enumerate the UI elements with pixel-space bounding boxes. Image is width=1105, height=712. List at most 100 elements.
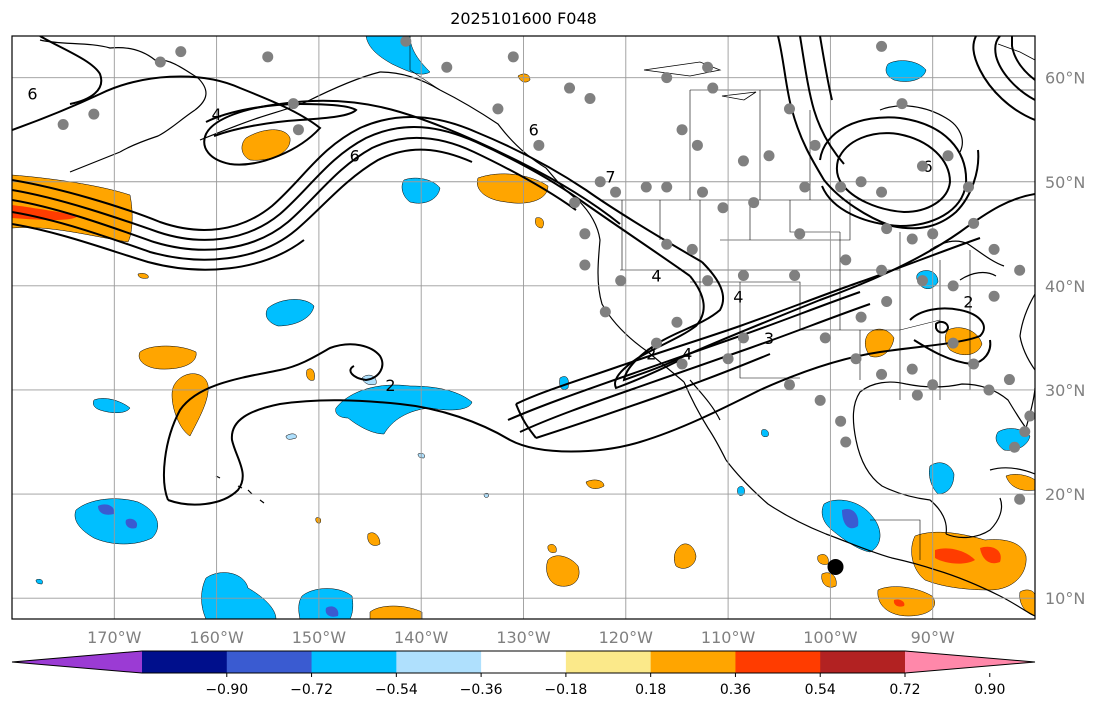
station-point xyxy=(697,186,709,198)
latitude-labels: 60°N 50°N 40°N 30°N 20°N 10°N xyxy=(1045,69,1085,609)
station-point xyxy=(594,176,606,188)
station-point xyxy=(809,139,821,151)
station-point xyxy=(57,118,69,130)
station-point xyxy=(702,275,714,287)
station-point xyxy=(564,82,576,94)
station-point xyxy=(927,379,939,391)
station-point xyxy=(876,264,888,276)
shaded-anomaly-fields xyxy=(12,36,1035,619)
station-point xyxy=(292,124,304,136)
station-point xyxy=(876,186,888,198)
station-point xyxy=(1019,426,1031,438)
station-point xyxy=(226,20,237,31)
station-point xyxy=(942,150,954,162)
station-point xyxy=(584,92,596,104)
station-point xyxy=(287,98,299,110)
station-point xyxy=(906,363,918,375)
longitude-tick-label: 90°W xyxy=(911,628,955,647)
map-frame xyxy=(11,35,1036,620)
station-point xyxy=(1014,493,1026,505)
station-point xyxy=(615,275,627,287)
station-point xyxy=(599,306,611,318)
colorbar-tick-label: 0.18 xyxy=(635,682,666,698)
station-point xyxy=(911,389,923,401)
longitude-tick-label: 100°W xyxy=(803,628,858,647)
longitude-tick-label: 170°W xyxy=(87,628,142,647)
cyclone-center-marker xyxy=(827,558,844,575)
station-point xyxy=(927,228,939,240)
latitude-tick-label: 40°N xyxy=(1045,277,1085,296)
station-point xyxy=(855,311,867,323)
station-point xyxy=(737,155,749,167)
station-point xyxy=(707,82,719,94)
colorbar-segment xyxy=(735,651,821,673)
colorbar-tick-label: −0.90 xyxy=(205,682,248,698)
contour-value-label: 3 xyxy=(764,329,774,348)
station-point xyxy=(876,368,888,380)
station-point xyxy=(676,358,688,370)
contour-value-label: 6 xyxy=(350,147,360,166)
station-point xyxy=(691,139,703,151)
station-point xyxy=(763,150,775,162)
longitude-tick-label: 160°W xyxy=(189,628,244,647)
contour-value-label: 2 xyxy=(385,376,395,395)
station-point xyxy=(492,103,504,115)
longitude-tick-label: 130°W xyxy=(496,628,551,647)
contour-value-label: 2 xyxy=(646,345,656,364)
latitude-tick-label: 50°N xyxy=(1045,173,1085,192)
station-point xyxy=(988,243,1000,255)
colorbar-outline xyxy=(11,650,1036,674)
station-point xyxy=(650,337,662,349)
station-point xyxy=(569,197,581,209)
station-point xyxy=(533,139,545,151)
longitude-tick-label: 120°W xyxy=(599,628,654,647)
colorbar-segment xyxy=(226,651,313,673)
station-point xyxy=(722,353,734,365)
station-point xyxy=(661,181,673,193)
station-point xyxy=(840,436,852,448)
station-point xyxy=(579,228,591,240)
station-point xyxy=(968,217,980,229)
station-point xyxy=(702,61,714,73)
station-point xyxy=(794,228,806,240)
colorbar-tick-label: 0.54 xyxy=(805,682,836,698)
station-point xyxy=(661,238,673,250)
station-point xyxy=(358,36,362,37)
colorbar-tick-label: −0.54 xyxy=(375,682,418,698)
station-point xyxy=(686,243,698,255)
contour-lines xyxy=(12,36,1035,506)
station-point xyxy=(661,72,673,84)
station-point xyxy=(789,269,801,281)
station-point xyxy=(906,233,918,245)
gridlines xyxy=(12,36,1035,619)
station-point xyxy=(132,36,137,37)
latitude-tick-label: 30°N xyxy=(1045,381,1085,400)
station-point xyxy=(1014,264,1026,276)
station-point xyxy=(799,181,811,193)
station-point xyxy=(1003,374,1015,386)
colorbar-tick-label: −0.36 xyxy=(460,682,503,698)
contour-value-label: 7 xyxy=(605,168,615,187)
station-point xyxy=(610,186,622,198)
station-point xyxy=(947,337,959,349)
colorbar-tick-label: −0.72 xyxy=(290,682,333,698)
colorbar-segment xyxy=(565,651,652,673)
station-point xyxy=(855,176,867,188)
longitude-tick-label: 150°W xyxy=(292,628,347,647)
latitude-tick-label: 60°N xyxy=(1045,69,1085,88)
station-point xyxy=(850,353,862,365)
longitude-tick-label: 110°W xyxy=(701,628,756,647)
colorbar-segment xyxy=(820,651,906,673)
contour-value-label: 6 xyxy=(529,121,539,140)
contour-value-label: 2 xyxy=(963,292,973,311)
station-points xyxy=(57,20,1035,505)
station-point xyxy=(175,46,187,58)
station-point xyxy=(947,280,959,292)
contour-value-label: 4 xyxy=(212,105,222,124)
station-point xyxy=(819,332,831,344)
longitude-tick-label: 140°W xyxy=(394,628,449,647)
station-point xyxy=(881,295,893,307)
station-point xyxy=(963,181,975,193)
station-point xyxy=(262,51,274,63)
station-point xyxy=(916,160,928,172)
